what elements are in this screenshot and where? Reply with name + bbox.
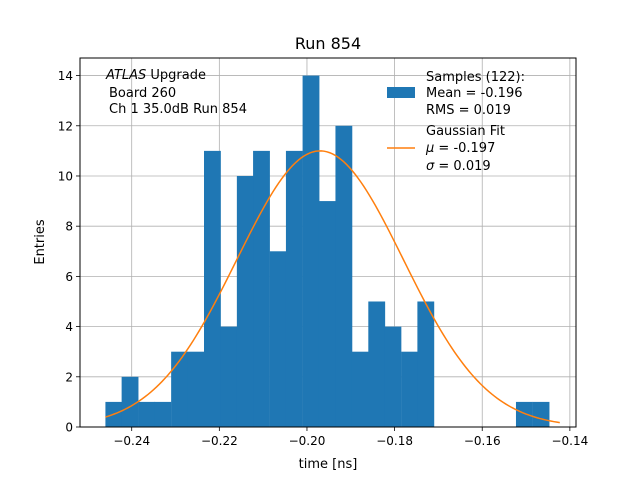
y-tick-label: 4 — [65, 320, 73, 334]
histogram-bar — [171, 351, 188, 427]
y-axis-ticks: 0 2 4 6 8 10 12 14 — [58, 69, 80, 435]
histogram-bar — [401, 351, 419, 427]
x-axis-label: time [ns] — [299, 457, 358, 472]
y-tick-label: 2 — [65, 370, 73, 384]
x-tick-label: −0.16 — [464, 434, 501, 448]
legend: Samples (122): Mean = -0.196 RMS = 0.019… — [387, 70, 525, 174]
x-tick-label: −0.22 — [201, 434, 238, 448]
histogram-bar — [236, 175, 254, 427]
plot-frame — [79, 57, 577, 428]
y-axis-label: Entries — [33, 219, 48, 265]
legend-mu-value: = -0.197 — [438, 141, 495, 156]
histogram-bar — [204, 150, 221, 427]
histogram-bar — [253, 150, 270, 427]
y-tick-label: 12 — [58, 119, 73, 133]
histogram-bar — [138, 401, 156, 427]
legend-fit-sigma: σ = 0.019 — [426, 159, 491, 174]
histogram-bar — [285, 150, 303, 427]
annotation-experiment: ATLAS — [105, 68, 146, 83]
histogram-bars — [105, 75, 550, 428]
legend-mu-symbol: μ — [425, 141, 434, 156]
legend-samples-label: Samples (122): — [426, 70, 525, 85]
x-axis-ticks: −0.24 −0.22 −0.20 −0.18 −0.16 −0.14 — [113, 427, 588, 448]
x-tick-label: −0.24 — [113, 434, 150, 448]
histogram-bar — [532, 401, 550, 427]
histogram-bar — [368, 301, 386, 427]
histogram-bar — [417, 301, 435, 427]
gaussian-fit-layer — [105, 150, 560, 424]
x-tick-label: −0.18 — [376, 434, 413, 448]
legend-sigma-symbol: σ — [426, 159, 435, 174]
legend-samples-mean: Mean = -0.196 — [426, 86, 522, 101]
histogram-bar — [318, 201, 336, 427]
histogram-bar — [384, 326, 402, 427]
annotation-line-2: Board 260 — [109, 86, 176, 101]
legend-samples-rms: RMS = 0.019 — [426, 103, 511, 118]
histogram-bar — [302, 75, 320, 428]
histogram-bar — [154, 401, 172, 427]
histogram-bar — [351, 351, 369, 427]
histogram-bar — [220, 326, 238, 427]
annotation-line-1: ATLAS Upgrade — [105, 68, 206, 83]
annotation-block: ATLAS Upgrade Board 260 Ch 1 35.0dB Run … — [105, 68, 247, 117]
y-tick-label: 0 — [65, 421, 73, 435]
gaussian-fit-curve — [105, 150, 560, 424]
legend-samples-swatch — [387, 87, 415, 98]
histogram-bar — [335, 125, 353, 427]
legend-sigma-value: = 0.019 — [438, 159, 490, 174]
y-tick-label: 6 — [65, 270, 73, 284]
legend-fit-label: Gaussian Fit — [426, 124, 505, 139]
annotation-experiment-suffix: Upgrade — [146, 68, 206, 83]
histogram-bar — [515, 401, 533, 427]
y-tick-label: 10 — [58, 169, 73, 183]
chart-title: Run 854 — [295, 34, 361, 53]
legend-fit-mu: μ = -0.197 — [425, 141, 495, 156]
x-tick-label: −0.14 — [551, 434, 588, 448]
histogram-bar — [121, 376, 139, 427]
histogram-bar — [187, 351, 205, 427]
y-tick-label: 8 — [65, 220, 73, 234]
x-tick-label: −0.20 — [289, 434, 326, 448]
histogram-bar — [269, 251, 287, 427]
annotation-line-3: Ch 1 35.0dB Run 854 — [109, 102, 247, 117]
y-tick-label: 14 — [58, 69, 73, 83]
